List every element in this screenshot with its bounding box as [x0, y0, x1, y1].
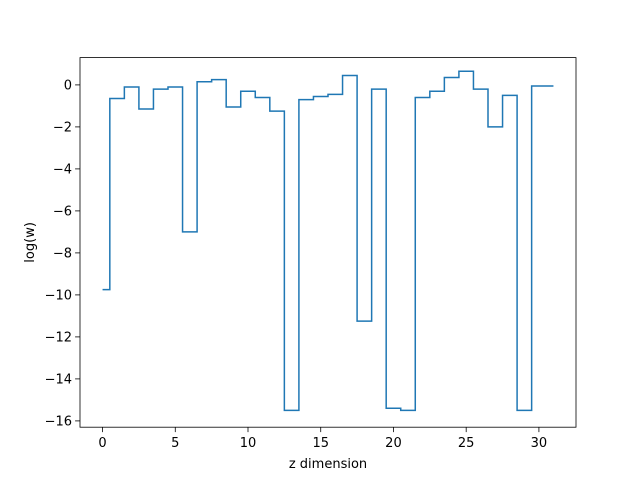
x-tick-label: 25: [458, 436, 475, 451]
y-tick-label: −4: [53, 162, 72, 177]
x-axis-label: z dimension: [289, 457, 367, 472]
x-tick-label: 15: [312, 436, 329, 451]
y-tick-label: −8: [53, 246, 72, 261]
x-tick-label: 0: [98, 436, 106, 451]
x-tick-label: 10: [240, 436, 257, 451]
y-axis-label: log(w): [23, 222, 38, 263]
y-axis-ticks: 0 −2 −4 −6 −8 −10 −12 −14 −16: [45, 78, 80, 429]
y-tick-label: −6: [53, 204, 72, 219]
y-tick-label: 0: [64, 78, 72, 93]
plot-frame: [79, 57, 577, 428]
y-tick-label: −12: [45, 330, 72, 345]
x-tick-label: 5: [171, 436, 179, 451]
series-line-0: [102, 70, 554, 412]
series-layer: [102, 70, 554, 412]
x-tick-label: 30: [531, 436, 548, 451]
y-tick-label: −10: [45, 288, 72, 303]
x-tick-label: 20: [385, 436, 402, 451]
y-tick-label: −2: [53, 120, 72, 135]
y-tick-label: −16: [45, 414, 72, 429]
plot-area: [80, 57, 576, 428]
x-axis-ticks: 0 5 10 15 20 25 30: [98, 427, 547, 451]
y-tick-label: −14: [45, 372, 72, 387]
